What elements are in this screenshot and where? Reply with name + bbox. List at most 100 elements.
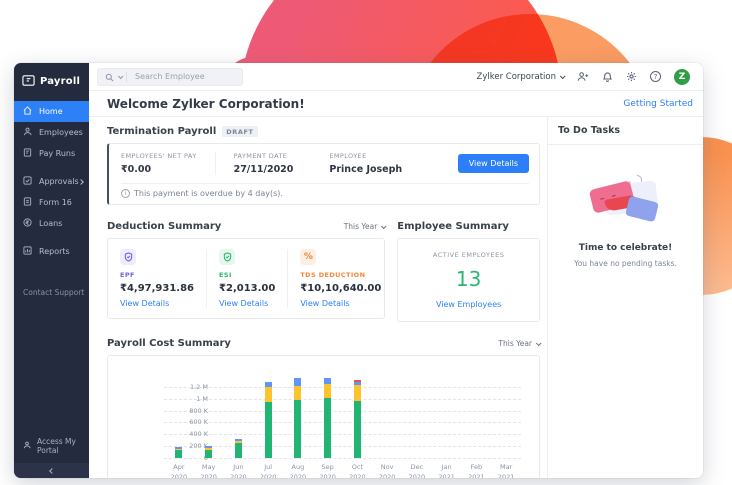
getting-started-link[interactable]: Getting Started: [623, 98, 693, 109]
gear-icon[interactable]: [626, 71, 637, 82]
y-axis-tick: 800 K: [189, 406, 208, 415]
sidebar-item-label: Loans: [39, 219, 63, 228]
chevron-right-icon: [78, 178, 84, 185]
x-axis-tick: Jun 2020: [230, 463, 247, 478]
green-segment: [175, 450, 183, 458]
payroll-cost-chart: 0 200 K 400 K 600 K 800 K 1 M 1.2 M Apr 2020 May 2…: [116, 368, 529, 478]
payroll-cost-year-filter[interactable]: This Year: [498, 339, 542, 348]
yellow-segment: [175, 448, 183, 450]
y-axis-tick: 0: [203, 454, 208, 462]
employee-summary-block: Employee Summary ACTIVE EMPLOYEES 13 Vie…: [397, 221, 540, 322]
deduction-value: ₹2,013.00: [219, 283, 276, 294]
user-add-icon[interactable]: [577, 71, 589, 82]
green-segment: [353, 401, 361, 458]
sidebar-spacer: [14, 297, 89, 431]
pay-runs-icon: [23, 148, 32, 159]
divider: [126, 71, 127, 82]
x-axis-tick: Jul 2020: [259, 463, 277, 478]
bell-icon[interactable]: [602, 71, 613, 82]
search-scope-dropdown-icon[interactable]: [117, 72, 124, 79]
app-window: Payroll Home Employees Pay Runs Approval…: [14, 63, 703, 478]
bar-jul-2020[interactable]: [264, 381, 272, 458]
chevron-left-icon: [48, 467, 55, 474]
y-axis-tick: 600 K: [189, 418, 208, 427]
y-axis-tick: 200 K: [189, 442, 208, 451]
x-axis-tick: Aug 2020: [289, 463, 307, 478]
payroll-logo-icon: [22, 72, 35, 91]
green-segment: [324, 398, 332, 458]
todo-panel: To Do Tasks Time to celebrate! You have …: [547, 117, 703, 478]
yellow-segment: [353, 385, 361, 402]
shield-check-icon: [120, 249, 136, 265]
overdue-note-text: This payment is overdue by 4 day(s).: [134, 189, 283, 198]
sidebar-item-home[interactable]: Home: [14, 101, 89, 122]
bar-sep-2020[interactable]: [324, 377, 332, 458]
todo-subtext: You have no pending tasks.: [574, 259, 677, 268]
filter-label: This Year: [343, 222, 378, 231]
bar-oct-2020[interactable]: [353, 380, 361, 458]
x-axis-tick: Dec 2020: [408, 463, 426, 478]
search-input[interactable]: Search Employee: [97, 67, 243, 86]
epf-view-details-link[interactable]: View Details: [120, 299, 170, 308]
sidebar-item-form16[interactable]: Form 16: [14, 192, 89, 213]
bar-may-2020[interactable]: [205, 446, 213, 458]
topbar: Search Employee Zylker Corporation: [89, 63, 703, 91]
yellow-segment: [324, 383, 332, 399]
org-switcher[interactable]: Zylker Corporation: [477, 72, 566, 82]
deduction-value: ₹4,97,931.86: [120, 283, 195, 294]
deduction-title: Deduction Summary: [107, 221, 222, 232]
blue-segment: [205, 446, 213, 448]
view-details-button[interactable]: View Details: [457, 154, 529, 173]
sidebar-item-reports[interactable]: Reports: [14, 241, 89, 262]
esi-column: ESI ₹2,013.00 View Details: [206, 249, 287, 308]
view-employees-link[interactable]: View Employees: [435, 300, 502, 309]
sidebar-item-label: Reports: [39, 247, 70, 256]
blue-segment: [294, 377, 302, 386]
x-axis-tick: Apr 2020: [170, 463, 188, 478]
employee-summary-card: ACTIVE EMPLOYEES 13 View Employees: [397, 238, 540, 322]
y-axis-tick: 400 K: [189, 430, 208, 439]
payroll-cost-title: Payroll Cost Summary: [107, 338, 231, 349]
deduction-label: TDS DEDUCTION: [300, 271, 366, 279]
sidebar-item-employees[interactable]: Employees: [14, 122, 89, 143]
tds-view-details-link[interactable]: View Details: [300, 299, 350, 308]
bar-apr-2020[interactable]: [175, 446, 183, 458]
loans-icon: [23, 218, 32, 229]
todo-heading: Time to celebrate!: [578, 243, 673, 253]
field-label: EMPLOYEES' NET PAY: [121, 152, 197, 160]
deduction-year-filter[interactable]: This Year: [343, 222, 387, 231]
summary-row: Deduction Summary This Year EPF: [107, 221, 540, 322]
deduction-summary-block: Deduction Summary This Year EPF: [107, 221, 387, 322]
termination-card: EMPLOYEES' NET PAY ₹0.00 PAYMENT DATE 27…: [107, 143, 540, 205]
sidebar: Payroll Home Employees Pay Runs Approval…: [14, 63, 89, 478]
esi-view-details-link[interactable]: View Details: [219, 299, 269, 308]
gridline: [164, 386, 521, 388]
x-axis-tick: Oct 2020: [349, 463, 366, 478]
sidebar-item-approvals[interactable]: Approvals: [14, 171, 89, 192]
page-title: Welcome Zylker Corporation!: [107, 96, 305, 111]
portal-user-icon: [23, 441, 31, 451]
user-avatar[interactable]: Z: [674, 68, 690, 85]
help-icon[interactable]: ?: [650, 71, 661, 82]
bar-aug-2020[interactable]: [294, 377, 302, 458]
chevron-down-icon: [559, 72, 566, 79]
payroll-cost-chart-card: 0 200 K 400 K 600 K 800 K 1 M 1.2 M Apr 2020 May 2…: [107, 355, 540, 478]
sidebar-item-loans[interactable]: Loans: [14, 213, 89, 234]
green-segment: [205, 449, 213, 458]
content-area: Termination Payroll DRAFT EMPLOYEES' NET…: [89, 117, 703, 478]
contact-support-link[interactable]: Contact Support: [23, 288, 85, 297]
sidebar-collapse-button[interactable]: [14, 463, 89, 478]
employee-field: EMPLOYEE Prince Joseph: [311, 152, 420, 175]
todo-title: To Do Tasks: [548, 117, 703, 145]
app-title: Payroll: [40, 76, 81, 87]
topbar-right-cluster: Zylker Corporation ? Z: [477, 68, 690, 85]
deduction-label: EPF: [120, 271, 135, 279]
green-segment: [234, 442, 242, 458]
access-my-portal-link[interactable]: Access My Portal: [14, 431, 89, 463]
main-area: Search Employee Zylker Corporation: [89, 63, 703, 478]
sidebar-item-pay-runs[interactable]: Pay Runs: [14, 143, 89, 164]
shield-check-icon: [219, 249, 236, 265]
search-icon: [105, 67, 114, 86]
bar-jun-2020[interactable]: [234, 439, 242, 458]
